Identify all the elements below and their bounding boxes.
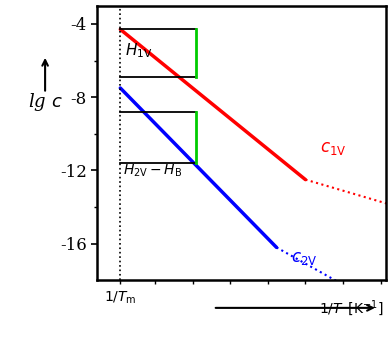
Text: lg $c$: lg $c$	[28, 91, 62, 113]
Text: $1/T_{\rm m}$: $1/T_{\rm m}$	[104, 290, 137, 306]
Text: $H_{1\rm V}$: $H_{1\rm V}$	[125, 41, 152, 60]
Text: $H_{2\rm V}-H_{\rm B}$: $H_{2\rm V}-H_{\rm B}$	[123, 162, 182, 179]
Text: $1/T\ \, [\mathrm{K}^{-1}]$: $1/T\ \, [\mathrm{K}^{-1}]$	[319, 298, 383, 318]
Text: $c_{2\rm V}$: $c_{2\rm V}$	[291, 250, 318, 267]
Text: $c_{1\rm V}$: $c_{1\rm V}$	[320, 140, 346, 157]
